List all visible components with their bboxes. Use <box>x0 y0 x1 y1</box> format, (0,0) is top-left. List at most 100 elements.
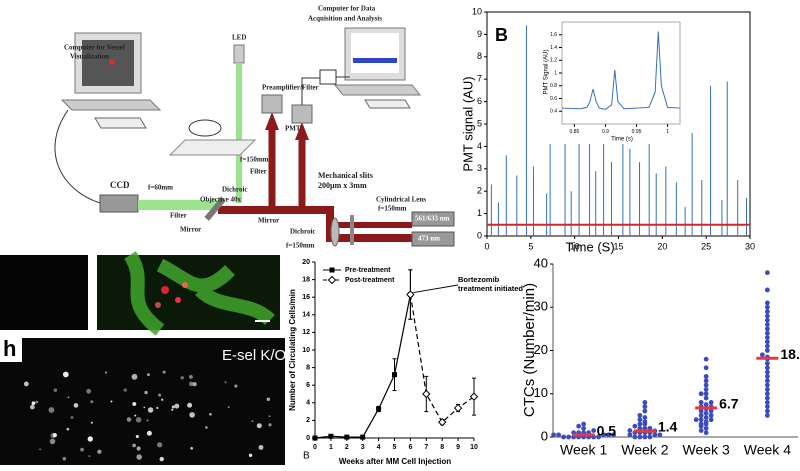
y-tick-label: 1.4 <box>550 45 557 51</box>
dot <box>764 404 770 410</box>
y-axis-label: Number of Circulating Cells/min <box>288 289 297 411</box>
spot <box>135 434 139 439</box>
x-tick-label: 1 <box>666 129 669 135</box>
spot <box>224 381 227 384</box>
dot <box>764 387 770 392</box>
panel-label: B <box>303 451 310 462</box>
dot <box>637 421 643 427</box>
mouse <box>188 119 222 137</box>
spot <box>180 376 184 380</box>
dot <box>764 369 770 375</box>
micrographs: h E-sel K/O <box>0 251 286 465</box>
diagram-label: Preamplifier/Filter <box>262 84 319 92</box>
y-tick-label: 1 <box>477 208 482 218</box>
legend-label: Post-treatment <box>345 277 395 284</box>
x-tick-label: 5 <box>393 444 397 451</box>
y-tick-label: 2 <box>306 417 310 424</box>
y-tick-label: 8 <box>477 51 482 61</box>
red-beam <box>268 125 306 210</box>
spot <box>161 398 164 401</box>
dot <box>764 304 770 310</box>
x-tick-label: 6 <box>408 444 412 451</box>
dot <box>764 322 770 327</box>
spot <box>110 400 113 403</box>
spot <box>162 370 166 374</box>
dot <box>698 408 704 414</box>
x-tick-label: Week 3 <box>683 442 730 458</box>
y-tick-label: 1.2 <box>550 58 557 64</box>
y-tick-label: 4 <box>306 400 310 407</box>
dot <box>698 391 704 397</box>
diagram-label: Dichroic <box>290 228 316 236</box>
x-tick-label: 30 <box>745 241 755 251</box>
y-tick-label: 9 <box>477 29 482 39</box>
dot <box>703 395 709 401</box>
dot <box>693 417 699 423</box>
dot <box>708 412 714 418</box>
spot <box>248 453 253 457</box>
cell <box>161 286 169 294</box>
diagram-label: f=150mm <box>286 242 315 250</box>
spot <box>258 444 264 450</box>
y-tick-label: 1 <box>554 70 557 76</box>
dot <box>642 415 648 420</box>
laser <box>411 211 455 227</box>
green-beam <box>138 200 218 210</box>
dot <box>642 404 648 410</box>
dot <box>764 317 770 323</box>
spot <box>39 448 42 451</box>
spot <box>90 400 94 404</box>
dot <box>764 412 770 418</box>
y-tick-label: 8 <box>306 364 310 371</box>
y-tick-label: 7 <box>477 74 482 84</box>
spot <box>158 393 162 397</box>
screen-spot <box>109 59 115 65</box>
y-tick-label: 10 <box>302 347 310 354</box>
y-tick-label: 1.6 <box>550 32 557 38</box>
dot <box>698 421 704 427</box>
pmt <box>261 94 283 114</box>
diagram-label: f=150mm <box>240 156 269 164</box>
spot <box>266 397 271 402</box>
y-tick-label: 10 <box>472 6 482 16</box>
micrograph <box>97 255 280 330</box>
dot <box>581 421 587 427</box>
dot <box>764 365 770 371</box>
y-tick-label: 12 <box>302 329 310 336</box>
diagram-label: f=60mm <box>148 184 173 192</box>
spot <box>147 407 154 413</box>
dot <box>576 423 582 429</box>
x-tick-label: 2 <box>345 444 349 451</box>
spot <box>209 412 212 416</box>
beam-cone <box>265 112 279 130</box>
preamplifier <box>319 69 337 85</box>
chart: 0.4 0.6 0.8 1 1.2 1.4 1.6 0.85 0.9 0.95 1 PMT Signa… <box>540 16 686 144</box>
median-label: 18.2 <box>780 346 800 362</box>
dot <box>566 434 572 440</box>
dot <box>703 425 709 431</box>
x-axis-label: Time (S) <box>565 239 614 254</box>
vessel <box>123 251 275 336</box>
spot <box>80 447 84 452</box>
diagram-label: Computer for Vessel <box>64 44 125 52</box>
spot <box>205 426 208 429</box>
x-tick-label: 25 <box>701 241 711 251</box>
x-tick-label: 0.85 <box>570 129 580 135</box>
dot <box>764 270 770 276</box>
y-tick-label: 0 <box>541 428 548 443</box>
y-tick-label: 16 <box>302 294 310 301</box>
x-tick-label: 0.95 <box>632 129 642 135</box>
data-line <box>314 294 411 439</box>
x-tick-label: Week 2 <box>621 442 668 458</box>
dot <box>764 374 770 379</box>
spot <box>131 373 138 380</box>
y-tick-label: 20 <box>534 342 548 357</box>
x-tick-label: 20 <box>657 241 667 251</box>
dot <box>703 430 709 436</box>
bright-spots <box>23 370 272 462</box>
dot <box>581 425 587 431</box>
spot <box>86 388 92 394</box>
dot <box>759 352 765 358</box>
scale-bar <box>255 320 270 322</box>
